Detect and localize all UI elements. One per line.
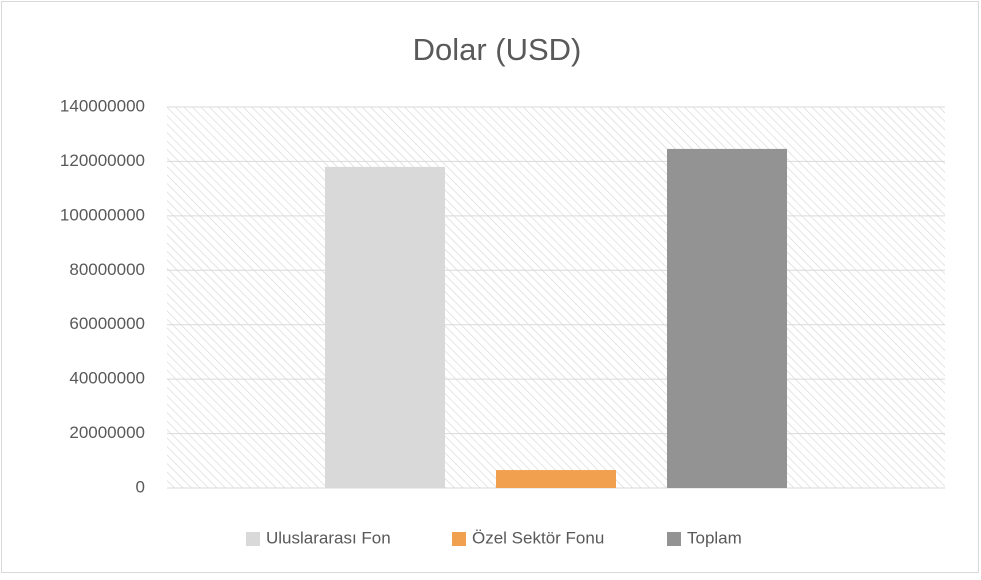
y-tick-label: 40000000 [69, 369, 145, 388]
y-tick-label: 60000000 [69, 314, 145, 333]
bar [667, 148, 787, 488]
y-tick-label: 0 [136, 477, 145, 496]
y-tick-label: 80000000 [69, 260, 145, 279]
y-tick-label: 20000000 [69, 423, 145, 442]
legend-swatch [452, 532, 466, 546]
legend-swatch [667, 532, 681, 546]
legend-label: Toplam [687, 528, 742, 547]
legend-label: Uluslararası Fon [266, 528, 391, 547]
y-tick-label: 100000000 [60, 205, 145, 224]
chart-title: Dolar (USD) [413, 32, 582, 67]
y-tick-label: 140000000 [60, 96, 145, 115]
y-tick-label: 120000000 [60, 151, 145, 170]
bar [496, 470, 616, 488]
bar [325, 166, 445, 488]
legend-label: Özel Sektör Fonu [472, 528, 604, 547]
plot-area [167, 107, 945, 488]
legend-swatch [246, 532, 260, 546]
